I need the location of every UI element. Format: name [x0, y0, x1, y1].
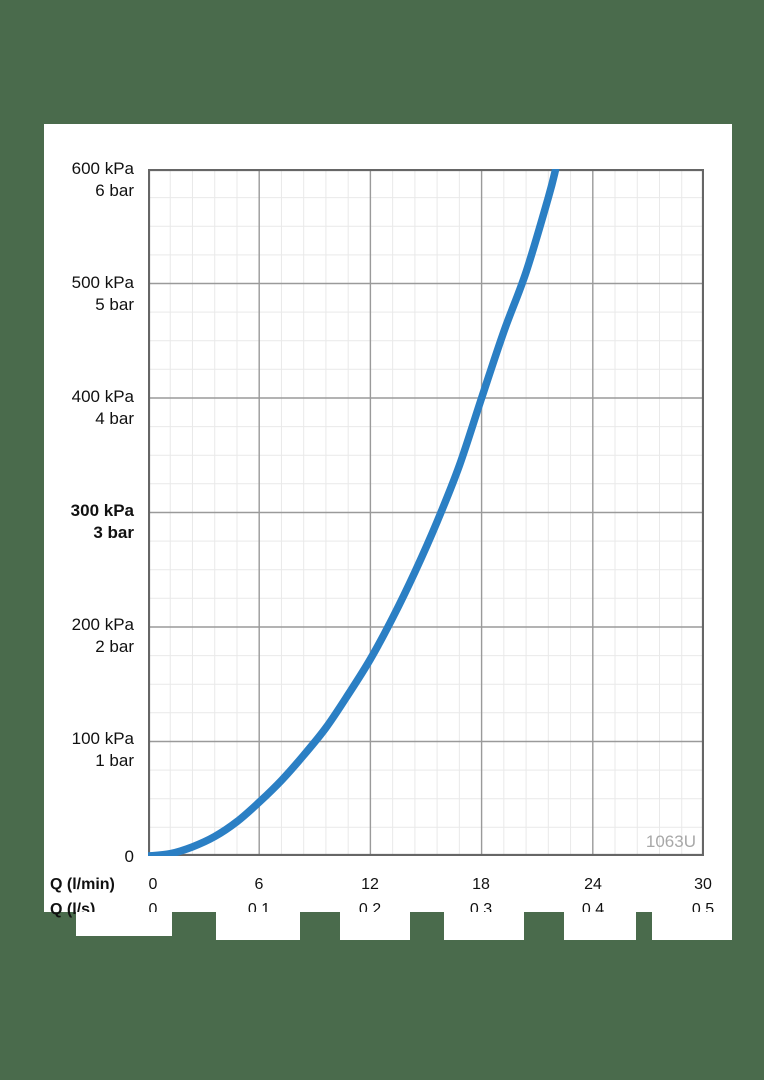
y-tick-400-kpa: 400 kPa	[71, 387, 134, 406]
y-tick-200: 200 kPa 2 bar	[72, 614, 134, 659]
y-tick-600-kpa: 600 kPa	[71, 159, 134, 178]
x-tick-lmin-0: 0	[148, 876, 158, 893]
chart-area: 600 kPa 6 bar 500 kPa 5 bar 400 kPa 4 ba…	[44, 124, 732, 918]
y-tick-500-kpa: 500 kPa	[71, 273, 134, 292]
bottom-tab-6	[652, 912, 732, 940]
bottom-tab-1	[76, 912, 172, 936]
y-tick-600-bar: 6 bar	[95, 181, 134, 201]
bottom-tab-4	[444, 912, 524, 940]
y-tick-0: 0	[125, 846, 134, 868]
y-tick-300-bar: 3 bar	[93, 523, 134, 543]
y-tick-400-bar: 4 bar	[95, 409, 134, 429]
x-tick-lmin-12: 12	[361, 876, 379, 893]
chart-card: 600 kPa 6 bar 500 kPa 5 bar 400 kPa 4 ba…	[44, 124, 732, 918]
x-tick-lmin-30: 30	[694, 876, 712, 893]
y-tick-0-kpa: 0	[124, 847, 134, 866]
y-tick-300: 300 kPa 3 bar	[71, 500, 134, 545]
y-tick-400: 400 kPa 4 bar	[72, 386, 134, 431]
pressure-loss-curve	[148, 169, 560, 856]
x-tick-lmin-18: 18	[472, 876, 490, 893]
x-tick-ls-0: 0	[148, 901, 158, 918]
y-tick-100: 100 kPa 1 bar	[72, 728, 134, 773]
y-tick-600: 600 kPa 6 bar	[72, 158, 134, 203]
y-tick-500-bar: 5 bar	[95, 295, 134, 315]
y-tick-500: 500 kPa 5 bar	[72, 272, 134, 317]
x-axis-name-lmin: Q (l/min)	[50, 876, 115, 893]
bottom-tab-3	[340, 912, 410, 940]
major-grid	[148, 169, 704, 856]
plot-region: 1063U	[148, 169, 704, 856]
y-tick-200-kpa: 200 kPa	[71, 615, 134, 634]
plot-frame	[148, 169, 704, 856]
y-tick-200-bar: 2 bar	[95, 637, 134, 657]
x-tick-lmin-6: 6	[254, 876, 264, 893]
x-axis-row-lmin: Q (l/min) 0 6 12 18 24 30	[44, 876, 732, 901]
watermark-label: 1063U	[645, 832, 696, 851]
y-tick-300-kpa: 300 kPa	[70, 501, 134, 520]
y-tick-100-kpa: 100 kPa	[71, 729, 134, 748]
x-tick-lmin-24: 24	[584, 876, 602, 893]
y-tick-100-bar: 1 bar	[95, 751, 134, 771]
bottom-tab-5	[564, 912, 636, 940]
chart-svg	[148, 169, 704, 856]
bottom-tab-2	[216, 912, 300, 940]
